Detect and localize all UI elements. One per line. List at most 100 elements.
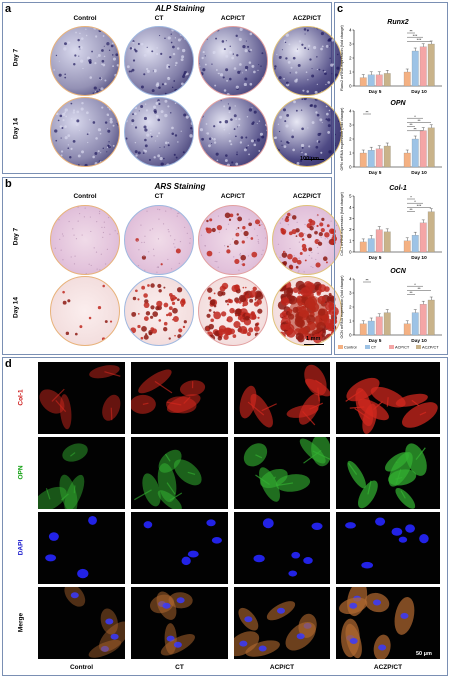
y-tick-label: 1 xyxy=(349,319,352,324)
texture-dot xyxy=(281,49,283,51)
mineral-nodule xyxy=(300,287,311,297)
mineral-nodule xyxy=(228,218,232,221)
mineral-nodule xyxy=(141,326,147,332)
texture-dot xyxy=(172,45,175,49)
mineral-nodule xyxy=(213,292,216,295)
mineral-nodule xyxy=(287,253,293,260)
texture-dot xyxy=(249,48,252,52)
texture-dot xyxy=(150,135,153,138)
texture-dot xyxy=(244,65,249,70)
mineral-nodule xyxy=(245,294,250,299)
cell-body xyxy=(62,443,88,462)
texture-dot xyxy=(304,47,307,50)
texture-dot xyxy=(102,231,105,234)
mineral-nodule xyxy=(298,232,304,238)
texture-dot xyxy=(234,105,236,107)
x-category-label: Day 10 xyxy=(411,89,427,95)
texture-dot xyxy=(311,74,315,78)
texture-dot xyxy=(297,271,299,273)
texture-dot xyxy=(177,212,179,215)
texture-dot xyxy=(301,43,304,46)
texture-dot xyxy=(229,243,231,245)
ars-texture xyxy=(62,284,113,341)
cell-body xyxy=(239,385,257,419)
mineral-nodule xyxy=(62,300,67,305)
texture-dot xyxy=(303,98,307,101)
texture-dot xyxy=(149,132,152,135)
sig-stars: ** xyxy=(409,122,413,127)
texture-dot xyxy=(306,90,310,93)
nucleus xyxy=(105,618,114,625)
texture-dot xyxy=(236,54,239,57)
texture-dot xyxy=(258,150,261,152)
texture-dot xyxy=(313,46,317,50)
cell-layer xyxy=(243,437,330,502)
bar-aczp-ct xyxy=(427,43,435,87)
chart-title: Col-1 xyxy=(389,185,407,192)
mineral-nodule xyxy=(208,296,212,300)
mineral-nodule xyxy=(314,286,319,291)
texture-dot xyxy=(107,128,109,130)
texture-dot xyxy=(163,157,165,160)
texture-dot xyxy=(235,34,238,38)
texture-dot xyxy=(224,120,229,124)
mineral-nodule xyxy=(168,312,173,317)
texture-dot xyxy=(175,61,178,65)
texture-dot xyxy=(325,105,328,108)
panel-b-row-label: Day 14 xyxy=(12,297,20,318)
texture-dot xyxy=(174,134,178,137)
mineral-nodule xyxy=(158,289,162,293)
texture-dot xyxy=(240,263,243,265)
texture-dot xyxy=(143,241,145,243)
cell-process xyxy=(73,485,76,494)
cell-process xyxy=(154,380,173,394)
alp-texture xyxy=(51,99,119,166)
texture-dot xyxy=(143,149,145,151)
panel-a-row-label: Day 7 xyxy=(12,48,20,67)
mineral-nodule xyxy=(160,263,163,266)
texture-dot xyxy=(155,83,160,87)
y-axis-label: OCN mRNA expression (fold change) xyxy=(340,275,344,339)
texture-dot xyxy=(223,128,226,131)
texture-dot xyxy=(334,73,338,77)
mineral-nodule xyxy=(143,293,148,298)
mineral-nodule xyxy=(297,291,301,295)
texture-dot xyxy=(292,148,295,152)
texture-dot xyxy=(296,48,298,50)
texture-dot xyxy=(167,76,169,79)
texture-dot xyxy=(223,48,226,51)
texture-dot xyxy=(172,52,176,56)
texture-dot xyxy=(238,269,240,271)
texture-dot xyxy=(335,224,338,226)
texture-dot xyxy=(227,103,229,105)
texture-dot xyxy=(313,27,316,29)
texture-dot xyxy=(107,145,112,149)
texture-dot xyxy=(98,212,101,215)
texture-dot xyxy=(308,156,312,159)
bar-ct xyxy=(367,320,375,336)
texture-dot xyxy=(164,141,168,145)
nucleus xyxy=(187,550,199,558)
mineral-nodule xyxy=(141,255,147,260)
texture-dot xyxy=(174,102,177,104)
bar-control xyxy=(359,241,367,253)
texture-dot xyxy=(324,238,326,240)
texture-dot xyxy=(77,206,79,208)
texture-dot xyxy=(157,94,158,95)
mineral-nodule xyxy=(233,321,241,329)
chart-legend: Control CT ACP/CT ACZP/CT xyxy=(338,345,439,350)
stain-well xyxy=(198,26,268,96)
mineral-nodule xyxy=(150,315,154,319)
mineral-nodule xyxy=(254,219,261,225)
texture-dot xyxy=(242,45,246,49)
texture-dot xyxy=(77,220,79,222)
bar-aczp-ct xyxy=(383,73,391,87)
texture-dot xyxy=(109,233,111,235)
ars-texture xyxy=(204,282,264,343)
texture-dot xyxy=(78,129,80,131)
texture-dot xyxy=(291,129,294,132)
texture-dot xyxy=(242,72,244,74)
texture-dot xyxy=(64,136,68,140)
fluorescence-image xyxy=(38,587,125,659)
texture-dot xyxy=(222,76,225,79)
